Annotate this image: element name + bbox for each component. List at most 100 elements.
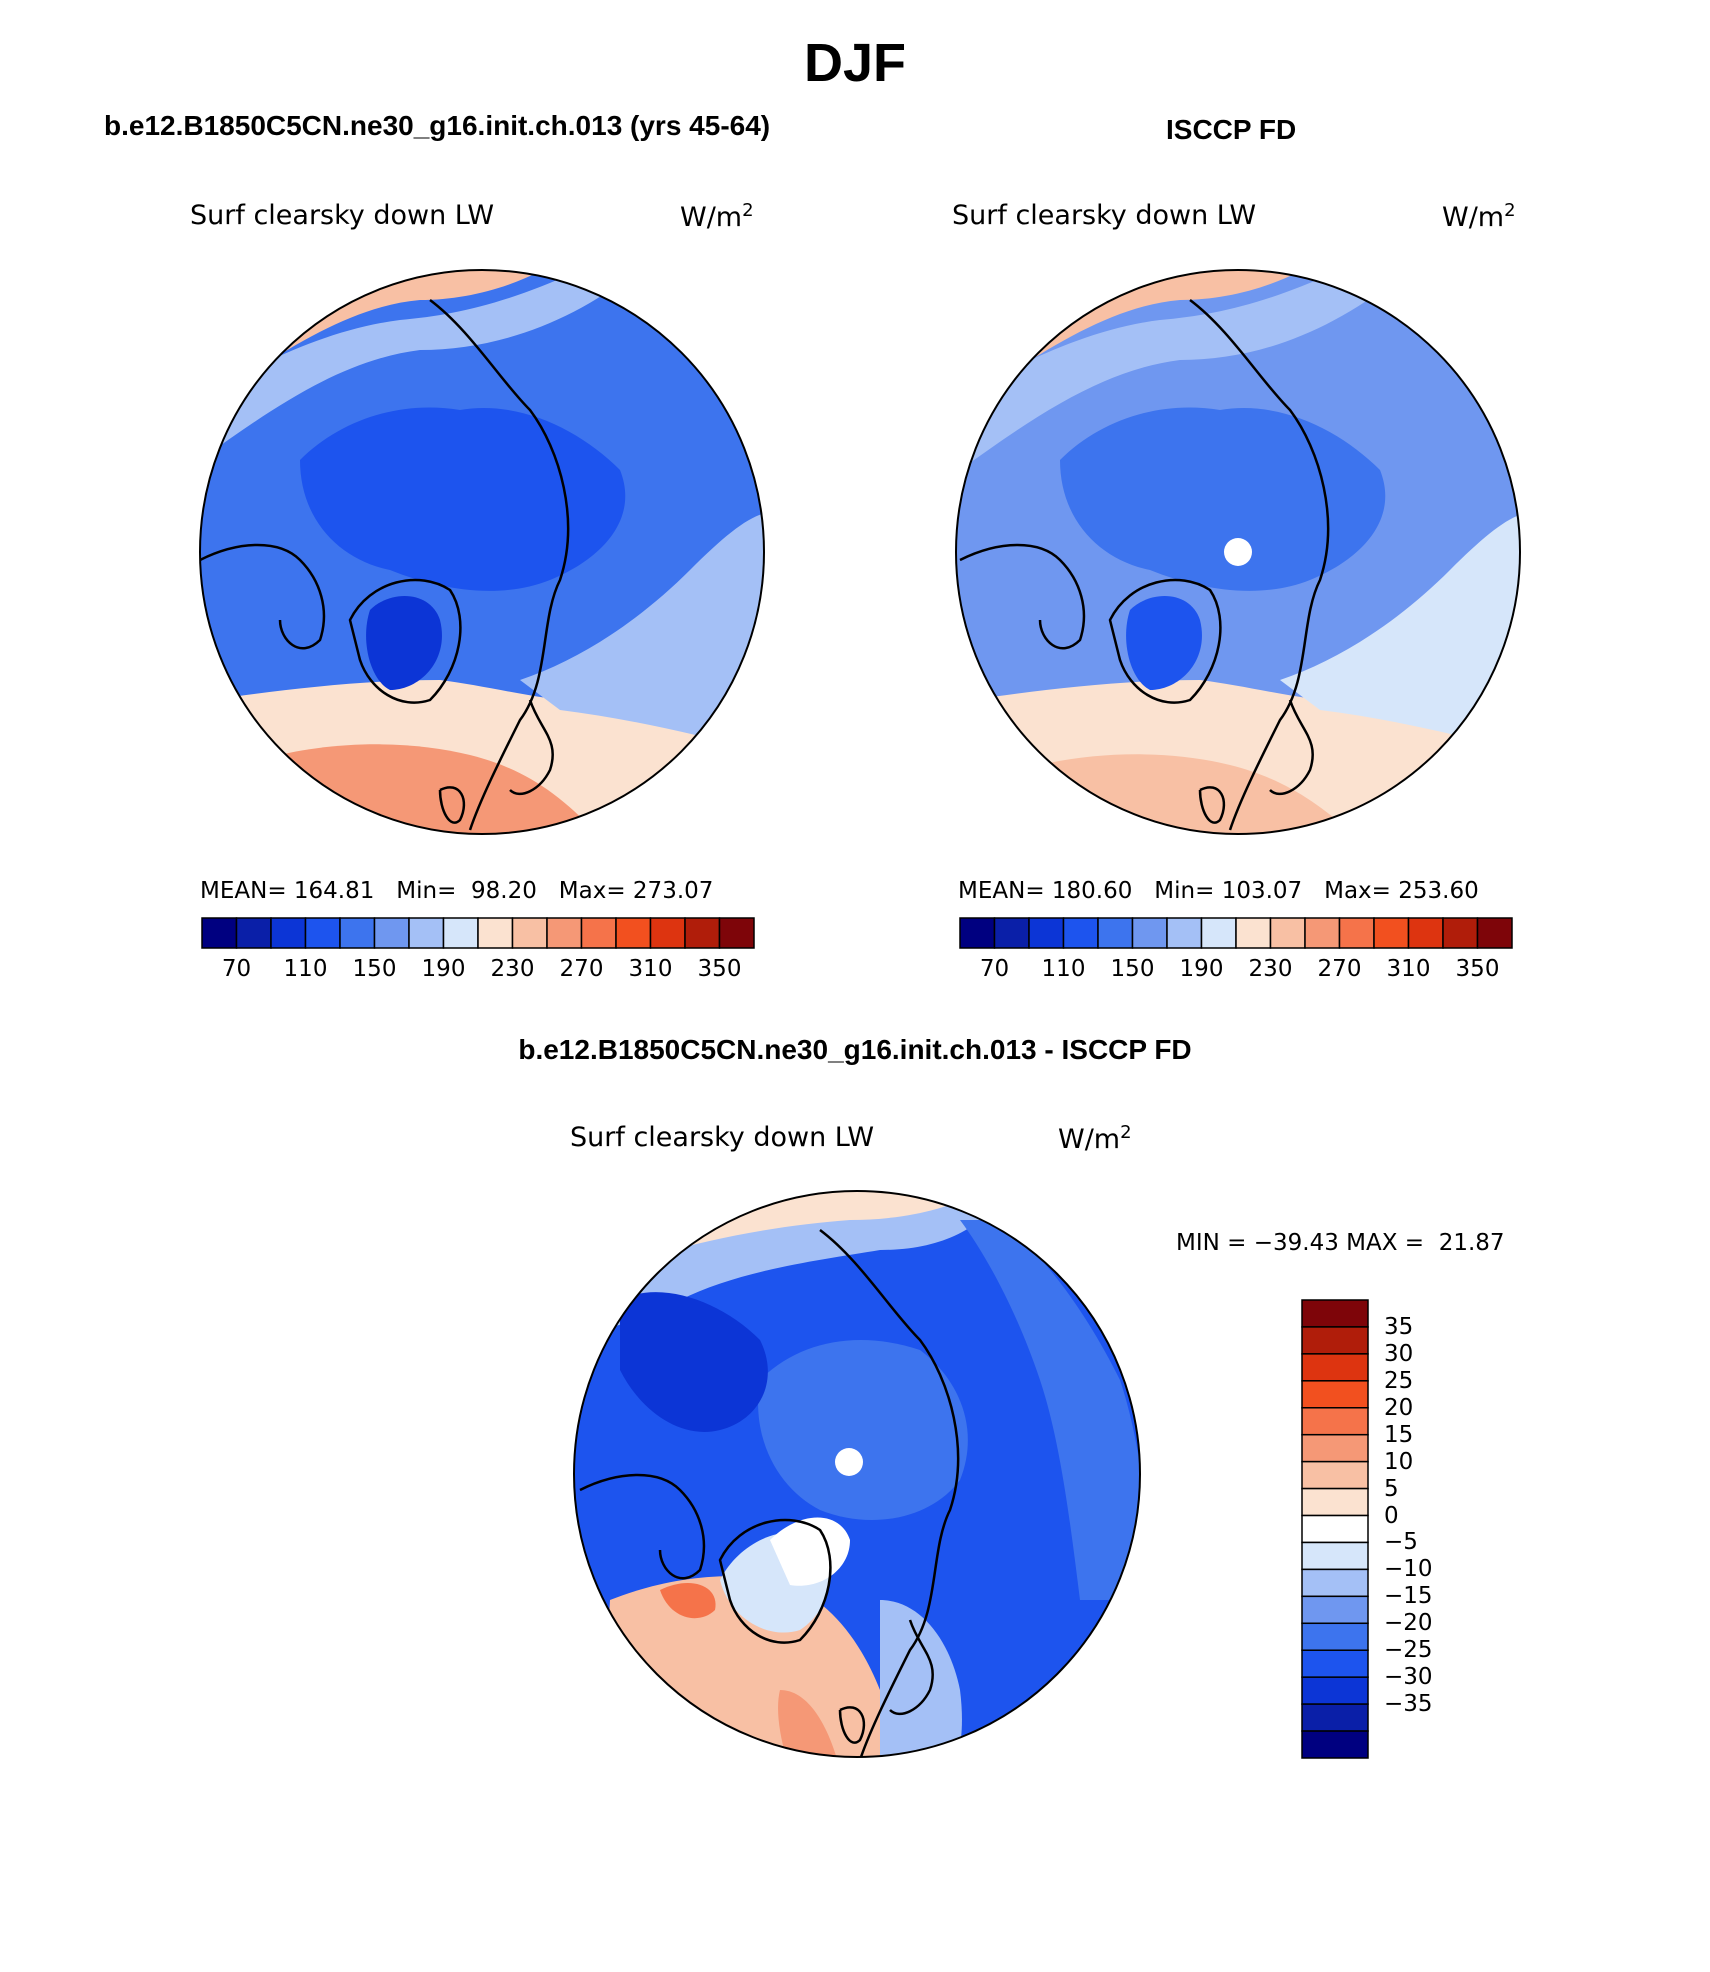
colorbar-tick-label: 150: [352, 956, 397, 982]
colorbar-model-ticks: 70 110 150 190 230 270 310 350: [202, 956, 754, 986]
arctic-cold-core: [300, 407, 626, 591]
colorbar-swatch: [1301, 1676, 1369, 1705]
atlantic-warm-peak: [660, 1582, 716, 1619]
panel-obs-stats: MEAN= 180.60 Min= 103.07 Max= 253.60: [958, 878, 1479, 904]
colorbar-tick-label: 15: [1384, 1421, 1414, 1448]
europe-cool-band: [520, 512, 764, 760]
colorbar-swatch: [1301, 1730, 1369, 1759]
pole-missing-data: [835, 1448, 863, 1476]
figure-title: DJF: [803, 33, 906, 93]
colorbar-tick-label: −10: [1384, 1556, 1433, 1583]
panel-diff-stats: MIN = −39.43 MAX = 21.87: [1176, 1230, 1505, 1256]
colorbar-tick-label: 270: [1317, 956, 1362, 982]
colorbar-tick-label: 190: [1179, 956, 1224, 982]
arctic-core: [758, 1340, 968, 1520]
panel-diff-heading: b.e12.B1850C5CN.ne30_g16.init.ch.013 - I…: [518, 1034, 1192, 1065]
panel-model-units: W/m2: [680, 200, 754, 233]
panel-model-heading: b.e12.B1850C5CN.ne30_g16.init.ch.013 (yr…: [104, 110, 771, 141]
colorbar-swatch: [1373, 917, 1410, 949]
colorbar-swatch: [1301, 1380, 1369, 1409]
atlantic-warm-region: [970, 680, 1520, 834]
colorbar-swatch: [1097, 917, 1134, 949]
pacific-warm-region: [200, 270, 560, 400]
atlantic-warm-region: [210, 680, 760, 834]
greenland-cold-core: [1126, 596, 1202, 690]
colorbar-swatch: [1301, 1595, 1369, 1625]
colorbar-swatch: [235, 917, 272, 949]
colorbar-tick-label: 350: [697, 956, 742, 982]
colorbar-tick-label: −35: [1384, 1691, 1433, 1718]
colorbar-tick-label: 230: [1248, 956, 1293, 982]
units-text: W/m: [1442, 202, 1505, 233]
panel-diff-variable: Surf clearsky down LW: [570, 1122, 875, 1153]
panel-model-variable: Surf clearsky down LW: [190, 200, 495, 231]
colorbar-swatch: [1269, 917, 1306, 949]
colorbar-swatch: [270, 917, 307, 949]
units-superscript: 2: [1504, 200, 1516, 221]
colorbar-tick-label: 350: [1455, 956, 1500, 982]
atlantic-warmer-region: [260, 744, 620, 834]
colorbar-tick-label: 70: [221, 956, 252, 982]
ocean-field: [956, 270, 1520, 834]
atlantic-warm-tail: [778, 1690, 840, 1757]
colorbar-swatch: [1301, 1703, 1369, 1732]
colorbar-tick-label: 190: [421, 956, 466, 982]
colorbar-swatch: [1062, 917, 1099, 949]
pacific-neutral-band: [580, 1191, 1010, 1340]
colorbar-swatch: [511, 917, 548, 949]
colorbar-swatch: [1476, 917, 1513, 949]
coastline-eurasia: [819, 1229, 960, 1757]
coastline-eurasia: [429, 299, 570, 831]
greenland-cold-core: [366, 596, 442, 690]
colorbar-tick-label: −20: [1384, 1610, 1433, 1637]
colorbar-swatch: [993, 917, 1030, 949]
coastline-north-america: [200, 543, 326, 650]
coastline-uk: [1198, 786, 1226, 824]
colorbar-tick-label: 270: [559, 956, 604, 982]
pacific-cool-band: [200, 270, 650, 460]
ocean-field: [200, 270, 764, 834]
eurasia-coast-band: [960, 1220, 1140, 1600]
atlantic-warmer-region: [1020, 754, 1380, 834]
colorbar-tick-label: 20: [1384, 1394, 1414, 1421]
colorbar-tick-label: 110: [283, 956, 328, 982]
atlantic-warm-region: [600, 1576, 920, 1757]
colorbar-swatch: [1301, 1407, 1369, 1436]
colorbar-swatch: [1338, 917, 1375, 949]
coastline-greenland: [348, 578, 462, 704]
panel-diff-units: W/m2: [1058, 1122, 1132, 1155]
colorbar-model: [201, 917, 755, 949]
colorbar-tick-label: 150: [1110, 956, 1155, 982]
colorbar-tick-label: 110: [1041, 956, 1086, 982]
colorbar-tick-label: 310: [628, 956, 673, 982]
arctic-core: [1060, 407, 1386, 591]
colorbar-tick-label: 10: [1384, 1448, 1414, 1475]
colorbar-tick-label: 70: [979, 956, 1010, 982]
colorbar-swatch: [649, 917, 686, 949]
colorbar-swatch: [1301, 1622, 1369, 1651]
pacific-pale-patch: [620, 1191, 980, 1260]
units-text: W/m: [680, 202, 743, 233]
pacific-warm-region: [956, 270, 1320, 400]
colorbar-swatch: [1028, 917, 1065, 949]
canada-cold-core: [620, 1292, 768, 1432]
units-superscript: 2: [742, 200, 754, 221]
colorbar-tick-label: 25: [1384, 1367, 1414, 1394]
colorbar-swatch: [1407, 917, 1444, 949]
map-boundary: [955, 269, 1521, 835]
baffin-neutral: [770, 1517, 850, 1586]
coastline-greenland: [1108, 578, 1222, 704]
colorbar-swatch: [1442, 917, 1479, 949]
colorbar-tick-label: −15: [1384, 1583, 1433, 1610]
colorbar-swatch: [1301, 1353, 1369, 1382]
colorbar-swatch: [1301, 1460, 1369, 1490]
field: [574, 1191, 1140, 1757]
colorbar-swatch: [1166, 917, 1203, 949]
colorbar-tick-label: −25: [1384, 1637, 1433, 1664]
colorbar-swatch: [442, 917, 479, 949]
panel-obs-variable: Surf clearsky down LW: [952, 200, 1257, 231]
colorbar-swatch: [408, 917, 445, 949]
colorbar-swatch: [959, 917, 996, 949]
colorbar-swatch: [615, 917, 652, 949]
colorbar-tick-label: 35: [1384, 1313, 1414, 1340]
